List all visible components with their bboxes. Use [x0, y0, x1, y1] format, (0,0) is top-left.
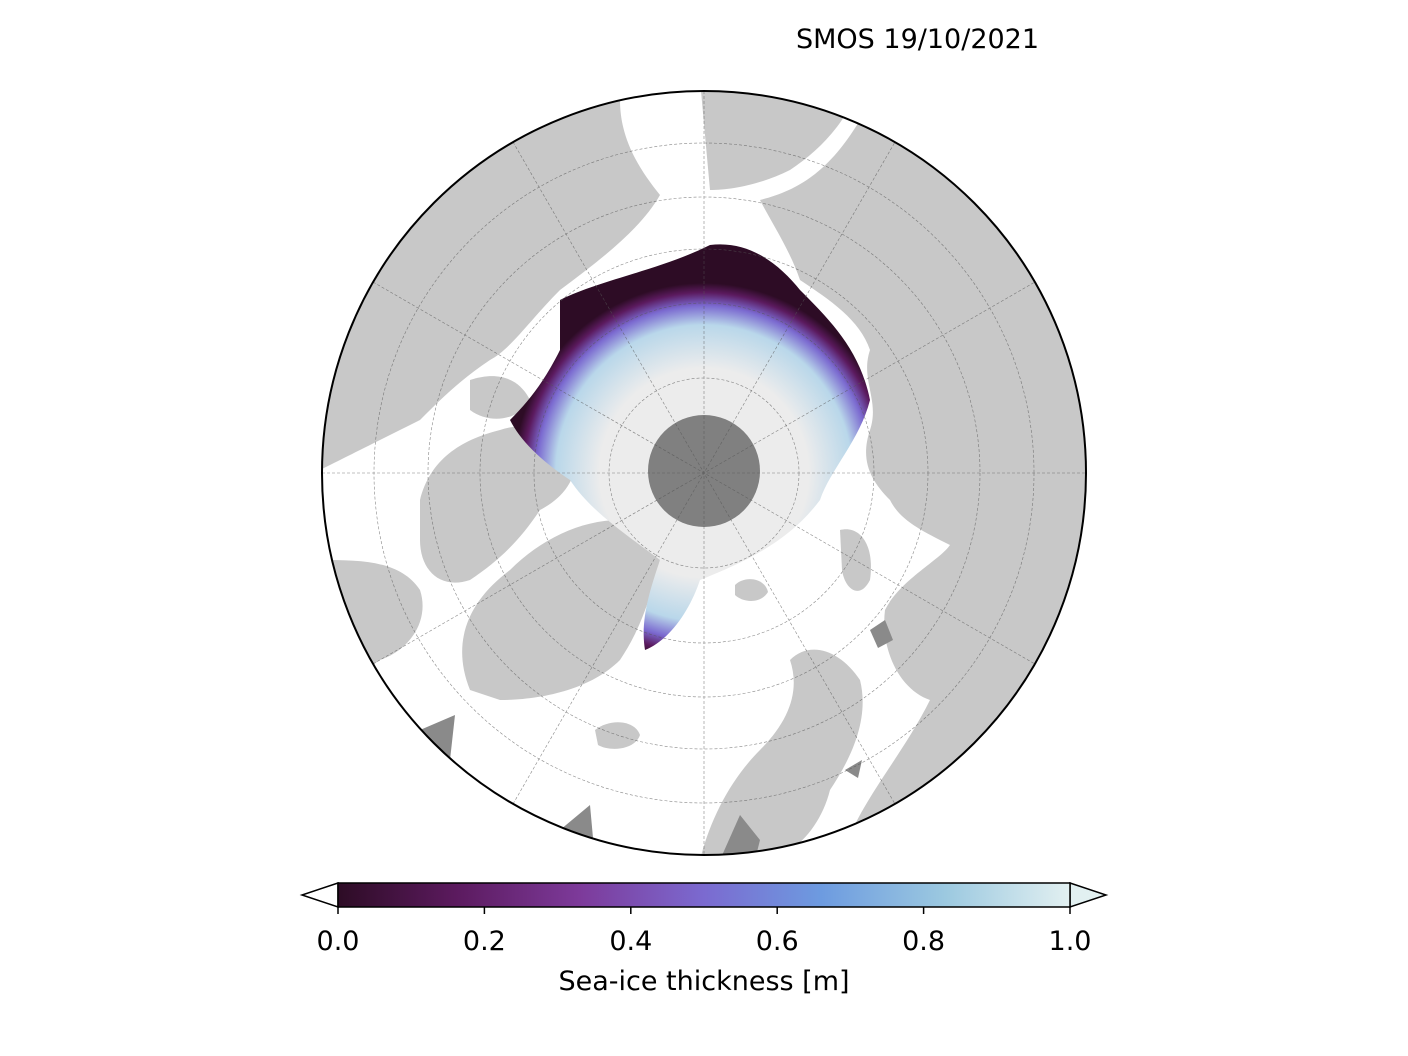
colorbar-tick-label: 0.4	[609, 926, 652, 957]
colorbar-label: Sea-ice thickness [m]	[558, 966, 849, 997]
colorbar-tick-label: 1.0	[1049, 926, 1092, 957]
colorbar-gradient	[338, 883, 1070, 907]
colorbar-tick-label: 0.0	[317, 926, 360, 957]
colorbar-ticks	[338, 907, 1070, 914]
colorbar-tick-label: 0.6	[756, 926, 799, 957]
colorbar-extend-min	[302, 883, 338, 907]
colorbar-tick-label: 0.2	[463, 926, 506, 957]
colorbar-extend-max	[1070, 883, 1106, 907]
colorbar	[0, 0, 1408, 930]
colorbar-tick-label: 0.8	[902, 926, 945, 957]
